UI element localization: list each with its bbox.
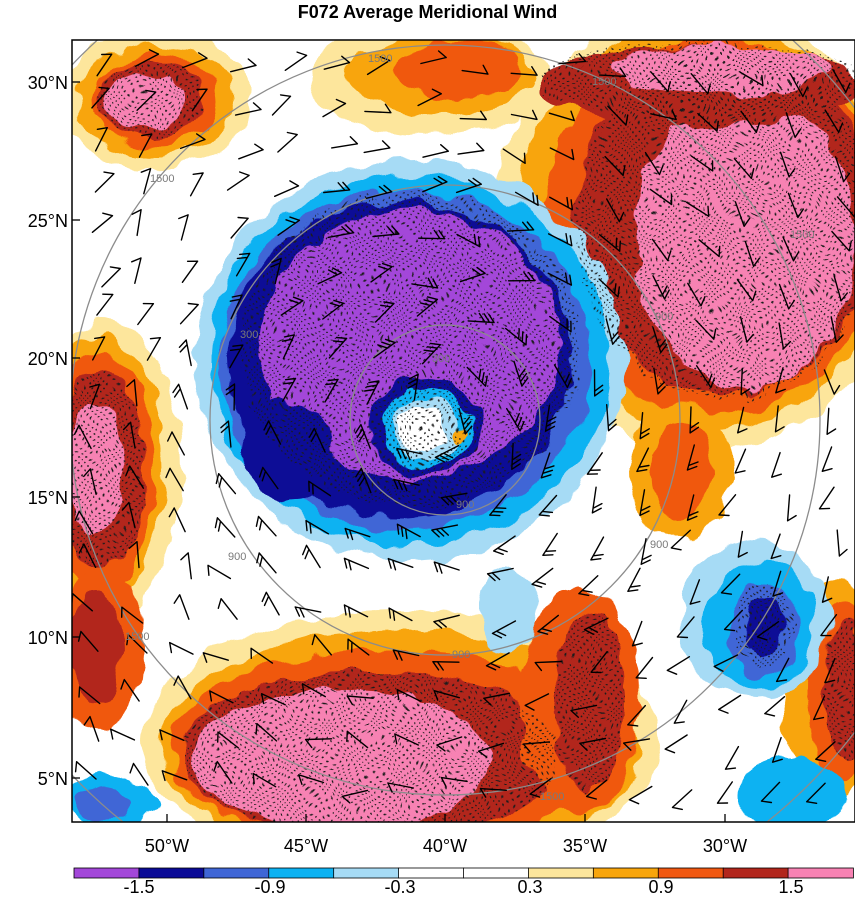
colorbar-labels: -1.5 -0.9 -0.3 0.3 0.9 1.5 [123, 877, 803, 897]
contour-label: 300 [240, 329, 258, 341]
contour-label: 900 [228, 551, 246, 563]
lat-label: 10°N [28, 628, 68, 648]
lat-label: 15°N [28, 488, 68, 508]
colorbar-label: -0.3 [384, 877, 415, 897]
contour-label: 900 [650, 539, 668, 551]
contour-label: 900 [456, 499, 474, 511]
contour-label: 900 [655, 311, 673, 323]
contour-label: 1500 [790, 229, 814, 241]
lat-label: 5°N [38, 769, 68, 789]
lat-labels: 30°N 25°N 20°N 15°N 10°N 5°N [28, 73, 68, 789]
lon-label: 40°W [423, 836, 467, 856]
colorbar [74, 868, 853, 878]
contour-label: 1500 [540, 791, 564, 803]
lat-label: 30°N [28, 73, 68, 93]
lon-label: 35°W [563, 836, 607, 856]
lon-labels: 50°W 45°W 40°W 35°W 30°W [145, 836, 747, 856]
lon-label: 45°W [284, 836, 328, 856]
lon-label: 50°W [145, 836, 189, 856]
contour-label: 1500 [125, 631, 149, 643]
colorbar-label: -1.5 [123, 877, 154, 897]
colorbar-label: 1.5 [778, 877, 803, 897]
colorbar-label: 0.9 [648, 877, 673, 897]
contour-label: 900 [452, 649, 470, 661]
lon-label: 30°W [703, 836, 747, 856]
contour-label: 1500 [150, 173, 174, 185]
contour-label: 300 [432, 353, 450, 365]
contour-label: 1500 [368, 53, 392, 65]
lat-label: 25°N [28, 211, 68, 231]
contour-label: 1500 [592, 76, 616, 88]
colorbar-label: -0.9 [254, 877, 285, 897]
colorbar-label: 0.3 [517, 877, 542, 897]
lat-label: 20°N [28, 349, 68, 369]
